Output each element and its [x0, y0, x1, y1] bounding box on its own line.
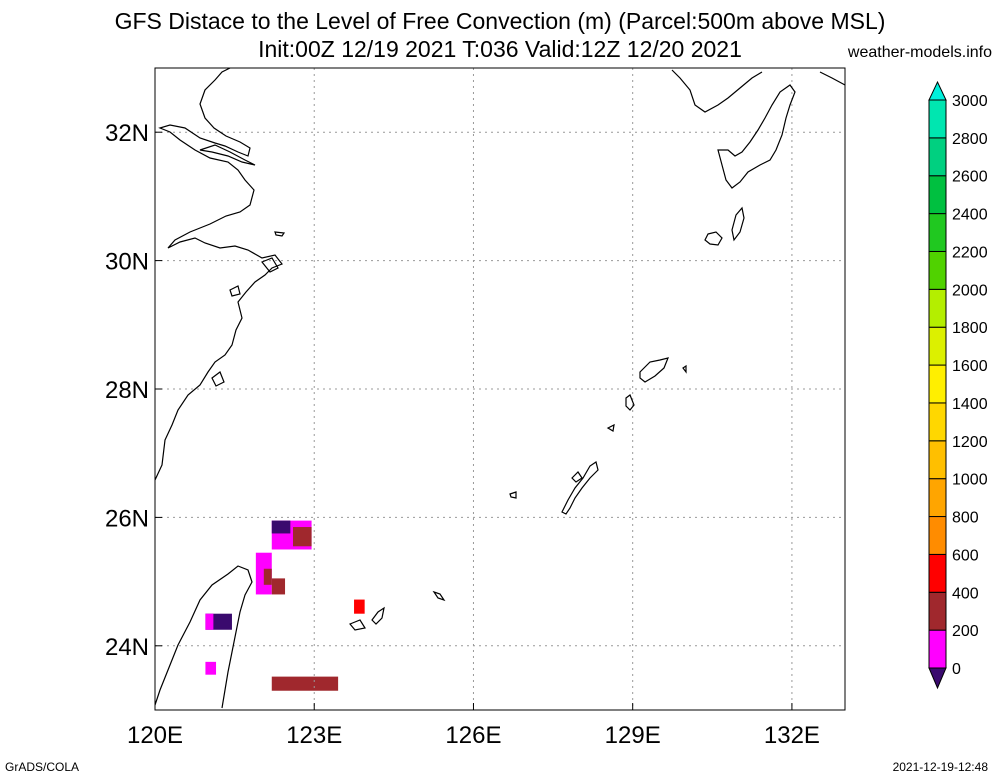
coastline-19: [229, 285, 241, 297]
colorbar-level-label: 3000: [952, 93, 988, 110]
coastline-0: [154, 67, 283, 481]
lon-tick-label: 129E: [605, 722, 661, 749]
coastline-3: [671, 69, 763, 113]
coastline-6: [731, 206, 745, 242]
lat-tick-label: 26N: [105, 505, 149, 532]
coastline-7: [704, 231, 723, 246]
colorbar-segment: [928, 629, 947, 669]
coastline-14: [682, 364, 687, 374]
coastline-5: [819, 71, 846, 86]
shaded-cell-9: [205, 661, 217, 675]
plot-frame: [154, 67, 846, 711]
shaded-cell-5: [271, 578, 286, 595]
lon-tick-label: 120E: [127, 722, 183, 749]
colorbar-segment: [928, 250, 947, 290]
colorbar-segment: [928, 440, 947, 480]
colorbar-segment: [928, 326, 947, 366]
colorbar-min-triangle: [928, 667, 947, 690]
lon-tick-label: 132E: [764, 722, 820, 749]
colorbar-segment: [928, 137, 947, 177]
colorbar-level-label: 2400: [952, 207, 988, 224]
colorbar-segment: [928, 288, 947, 328]
coastline-20: [211, 371, 225, 387]
coastline-18: [261, 257, 279, 273]
colorbar-segment: [928, 364, 947, 404]
shaded-cell-8: [354, 599, 365, 614]
colorbar-segment: [928, 175, 947, 215]
render-timestamp: 2021-12-19-12:48: [892, 760, 988, 774]
coastline-11: [571, 471, 583, 483]
colorbar-level-label: 1800: [952, 320, 988, 337]
colorbar-level-label: 800: [952, 510, 979, 527]
lon-tick-label: 126E: [445, 722, 501, 749]
coastline-12: [509, 491, 517, 499]
colorbar-segment: [928, 478, 947, 518]
colorbar-segment: [928, 99, 947, 139]
shaded-cell-2: [271, 520, 291, 534]
lon-tick-label: 123E: [286, 722, 342, 749]
lat-tick-label: 28N: [105, 377, 149, 404]
coastline-1: [199, 144, 256, 166]
coastline-13: [606, 423, 615, 432]
grads-credit: GrADS/COLA: [5, 760, 80, 774]
colorbar-level-label: 2800: [952, 131, 988, 148]
colorbar-level-label: 1600: [952, 358, 988, 375]
init-valid-time: Init:00Z 12/19 2021 T:036 Valid:12Z 12/2…: [258, 36, 742, 62]
lat-tick-label: 32N: [105, 120, 149, 147]
lat-tick-label: 24N: [105, 634, 149, 661]
colorbar-level-label: 1400: [952, 396, 988, 413]
colorbar-level-label: 200: [952, 623, 979, 640]
coastline-9: [625, 394, 635, 411]
shaded-cell-1: [293, 527, 312, 547]
colorbar-segment: [928, 553, 947, 593]
colorbar-level-label: 2600: [952, 169, 988, 186]
site-credit: weather-models.info: [847, 44, 992, 61]
colorbar-segment: [928, 591, 947, 631]
coastline-15: [349, 619, 366, 631]
colorbar-level-label: 600: [952, 547, 979, 564]
colorbar-segment: [928, 402, 947, 442]
shaded-cell-10: [271, 676, 339, 691]
coastline-2: [154, 565, 253, 709]
coastline-4: [717, 84, 796, 189]
colorbar-level-label: 2000: [952, 282, 988, 299]
colorbar-segment: [928, 213, 947, 252]
coastline-8: [639, 357, 669, 383]
shaded-cell-4: [263, 568, 272, 585]
map-title: GFS Distace to the Level of Free Convect…: [114, 8, 886, 34]
coastline-21: [274, 231, 286, 237]
colorbar-level-label: 400: [952, 585, 979, 602]
colorbar-segment: [928, 516, 947, 555]
colorbar-level-label: 0: [952, 661, 961, 678]
colorbar-level-label: 1200: [952, 434, 988, 451]
colorbar-level-label: 1000: [952, 472, 988, 489]
lat-tick-label: 30N: [105, 249, 149, 276]
shaded-cell-7: [205, 613, 214, 630]
colorbar-max-triangle: [928, 80, 947, 101]
coastline-17: [432, 590, 446, 602]
coastline-10: [561, 461, 599, 515]
coastline-16: [371, 606, 385, 625]
colorbar-level-label: 2200: [952, 244, 988, 261]
